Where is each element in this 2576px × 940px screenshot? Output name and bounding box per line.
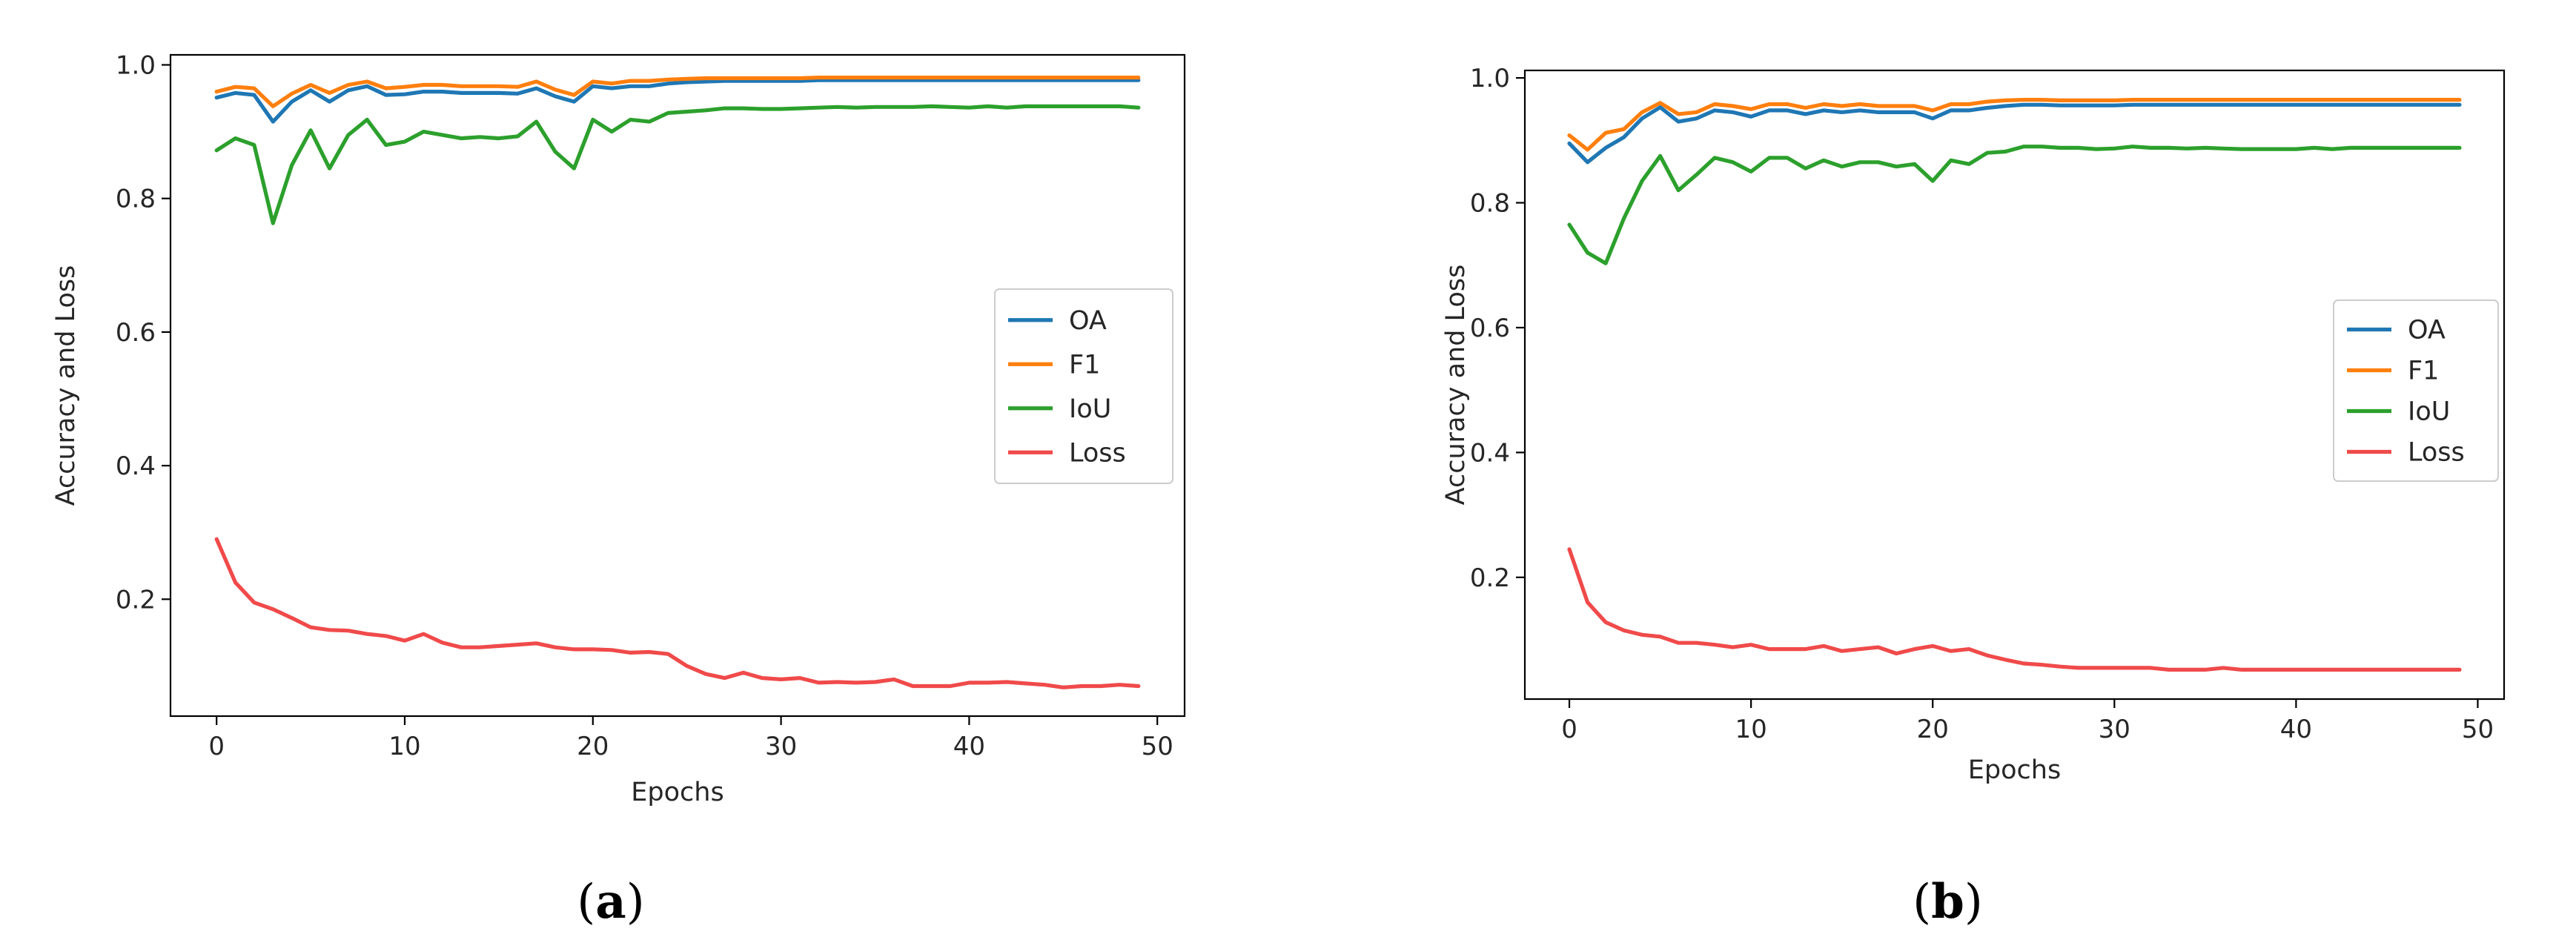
chart-b-y-tick-label: 0.2 bbox=[1470, 563, 1510, 593]
chart-b-y-tick-label: 0.4 bbox=[1470, 438, 1510, 468]
chart-a-x-axis-label: Epochs bbox=[631, 778, 724, 807]
chart-b-series-line-iou bbox=[1567, 145, 2462, 265]
chart-a-y-tick-label: 0.2 bbox=[116, 585, 156, 615]
chart-b-caption: (b) bbox=[1913, 874, 1983, 930]
chart-a-y-tick-label: 0.6 bbox=[116, 318, 156, 348]
chart-a-series-line-iou bbox=[214, 104, 1141, 225]
chart-panel-b: 0 10 20 30 40 50 0.2 0.4 0.6 0.8 1.0 Epochs Accuracy… bbox=[1441, 64, 2506, 930]
chart-a-x-tick-label: 40 bbox=[953, 732, 985, 761]
chart-a-axes-frame bbox=[169, 53, 1186, 718]
chart-b-series-line-f1 bbox=[1567, 98, 2462, 152]
chart-b-x-tick-label: 0 bbox=[1561, 715, 1577, 744]
chart-panel-a: 0 10 20 30 40 50 0.2 0.4 0.6 0.8 1.0 Epochs Accuracy… bbox=[51, 51, 1186, 930]
chart-b-legend-label-loss: Loss bbox=[2408, 438, 2465, 468]
chart-a-x-tick-label: 20 bbox=[577, 732, 609, 761]
chart-b-x-axis-label: Epochs bbox=[1968, 755, 2061, 785]
chart-a-y-tick-label: 0.8 bbox=[116, 185, 156, 214]
chart-b-x-tick-label: 40 bbox=[2280, 715, 2312, 744]
chart-a-x-tick-label: 0 bbox=[208, 732, 225, 761]
chart-a-legend-label-f1: F1 bbox=[1069, 350, 1100, 380]
chart-b-series-line-oa bbox=[1567, 102, 2462, 165]
chart-b-legend-label-iou: IoU bbox=[2408, 397, 2450, 427]
chart-a-x-tick-label: 10 bbox=[388, 732, 420, 761]
chart-b-axes-frame bbox=[1523, 69, 2506, 701]
chart-b-legend-label-f1: F1 bbox=[2408, 357, 2439, 386]
chart-b-y-tick-label: 1.0 bbox=[1470, 64, 1510, 93]
chart-a-series-line-f1 bbox=[214, 75, 1141, 108]
chart-b-y-axis-label: Accuracy and Loss bbox=[1441, 265, 1471, 506]
chart-a-y-tick-label: 0.4 bbox=[116, 451, 156, 481]
chart-a-series-line-loss bbox=[214, 537, 1141, 689]
chart-b-series-line-loss bbox=[1567, 547, 2462, 672]
chart-b-x-tick-label: 50 bbox=[2462, 715, 2494, 744]
chart-a-y-axis-label: Accuracy and Loss bbox=[51, 265, 81, 506]
chart-a-legend-label-oa: OA bbox=[1069, 306, 1107, 336]
chart-a-x-tick-label: 30 bbox=[765, 732, 797, 761]
chart-b-x-tick-label: 30 bbox=[2099, 715, 2130, 744]
chart-b-x-tick-label: 10 bbox=[1735, 715, 1767, 744]
chart-a-x-tick-label: 50 bbox=[1142, 732, 1173, 761]
chart-b-y-tick-label: 0.6 bbox=[1470, 314, 1510, 343]
chart-a-legend-label-loss: Loss bbox=[1069, 438, 1126, 468]
chart-a-legend-box bbox=[994, 288, 1173, 484]
chart-b-legend-box bbox=[2333, 299, 2499, 482]
chart-b-x-tick-label: 20 bbox=[1917, 715, 1949, 744]
chart-a-caption: (a) bbox=[577, 874, 644, 930]
chart-a-legend-label-iou: IoU bbox=[1069, 394, 1111, 424]
chart-b-legend-label-oa: OA bbox=[2408, 316, 2446, 345]
chart-b-y-tick-label: 0.8 bbox=[1470, 189, 1510, 219]
chart-a-series-line-oa bbox=[214, 78, 1141, 124]
chart-a-y-tick-label: 1.0 bbox=[116, 51, 156, 81]
